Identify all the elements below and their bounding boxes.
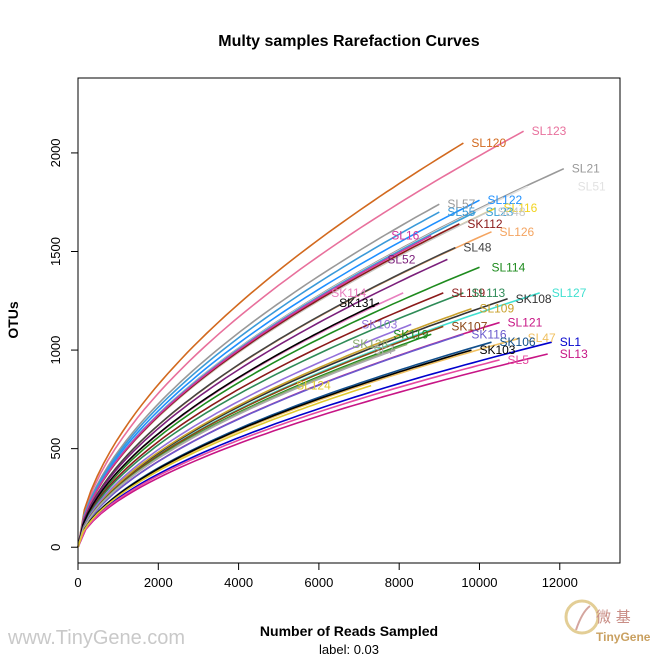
series-curve-sl57 [77,203,440,548]
series-label-sl113: SL113 [471,286,505,300]
series-label-sl124: SL124 [296,379,331,393]
series-curve-sl113 [77,292,464,548]
x-tick-label: 4000 [224,575,253,590]
series-label-sk103: SK103 [361,317,397,331]
series-curve-sl119 [77,292,444,548]
series-curve-sl55 [77,211,440,548]
y-tick-label: 500 [48,438,63,460]
series-curve-sl109 [77,307,472,548]
x-axis-title: Number of Reads Sampled [260,623,438,639]
series-curve-sk131 [77,302,380,548]
series-label-sk119: SK119 [393,327,428,341]
series-curve-sl120 [77,142,464,548]
logo-chinese-text: 微 基 [596,608,631,626]
series-label-sl1: SL1 [560,335,582,349]
x-tick-label: 12000 [542,575,578,590]
x-axis-subtitle: label: 0.03 [319,642,379,657]
series-label-sl52: SL52 [387,252,415,266]
y-tick-label: 0 [48,544,63,551]
x-tick-label: 0 [74,575,81,590]
series-label-sl7: SL7 [373,343,395,357]
series-curve-sk116 [77,333,464,548]
series-label-sk112: SK112 [467,217,502,231]
series-label-sl121: SL121 [508,315,543,329]
series-curve-sl124 [77,384,372,548]
series-curve-sl13 [77,353,548,548]
series-label-sl123: SL123 [532,124,567,138]
x-axis: 0 2000 4000 6000 8000 10000 12000 [74,562,578,590]
series-layer [77,130,565,548]
series-label-sl16: SL16 [391,229,419,243]
x-tick-label: 2000 [144,575,173,590]
x-tick-label: 8000 [385,575,414,590]
chart-title: Multy samples Rarefaction Curves [218,33,480,50]
series-curve-sl123 [77,130,524,548]
series-label-sl55: SL55 [447,205,475,219]
series-curve-sl5 [77,359,500,548]
series-label-sl23: SL23 [485,205,513,219]
series-curve-sl126 [77,231,492,548]
series-label-sl119: SL119 [451,286,485,300]
series-curve-sl16 [77,234,432,548]
series-label-sk128: SK128 [352,337,388,351]
tinygene-logo: 微 基 TinyGene [564,599,651,644]
series-curve-sk108 [77,298,508,548]
series-curve-sl7 [77,349,396,548]
y-tick-label: 1500 [48,237,63,266]
y-axis-title: OTUs [5,301,21,339]
series-label-sk114: SK114 [331,286,366,300]
watermark-site: www.TinyGene.com [7,627,185,649]
series-label-sl5: SL5 [508,353,530,367]
y-tick-label: 2000 [48,138,63,167]
series-curve-sl48 [77,246,456,548]
logo-sprout-icon [575,605,591,631]
series-label-sl21: SL21 [572,162,600,176]
logo-english-text: TinyGene [596,630,651,644]
series-label-sl13: SL13 [560,347,588,361]
series-label-sl47: SL47 [528,331,556,345]
series-curve-sl1 [77,341,552,548]
series-label-sl48: SL48 [498,205,526,219]
x-tick-label: 6000 [304,575,333,590]
series-curve-sl122 [77,199,480,548]
series-curve-sk103 [77,323,412,548]
logo-ring-icon [564,599,600,635]
series-curve-sl47 [77,337,520,548]
series-label-sk107: SK107 [451,319,487,333]
x-tick-label: 10000 [461,575,497,590]
series-label-sk108: SK108 [516,292,552,306]
series-curve-sl23 [77,211,476,548]
series-label-sl127: SL127 [552,286,587,300]
series-label-sl122: SL122 [487,193,522,207]
series-curve-sl114 [77,266,480,548]
series-label-sk106: SK106 [500,335,536,349]
series-label-sl120: SL120 [471,136,506,150]
series-label-sl48: SL48 [463,241,491,255]
series-label-sk116: SK116 [471,327,506,341]
series-label-sl126: SL126 [500,225,535,239]
y-tick-label: 1000 [48,336,63,365]
series-label-sk131: SK131 [339,296,375,310]
series-curve-sl52 [77,258,448,548]
series-label-sk103: SK103 [479,343,515,357]
series-label-sl114: SL114 [491,260,525,274]
series-curve-sk107 [77,325,444,548]
y-axis: 0 500 1000 1500 2000 [48,138,79,551]
series-label-sl109: SL109 [479,302,514,316]
series-label-sl116: SL116 [504,201,538,215]
series-label-sl57: SL57 [447,197,475,211]
series-curve-sk103 [77,349,472,548]
series-label-sl51: SL51 [578,179,606,193]
